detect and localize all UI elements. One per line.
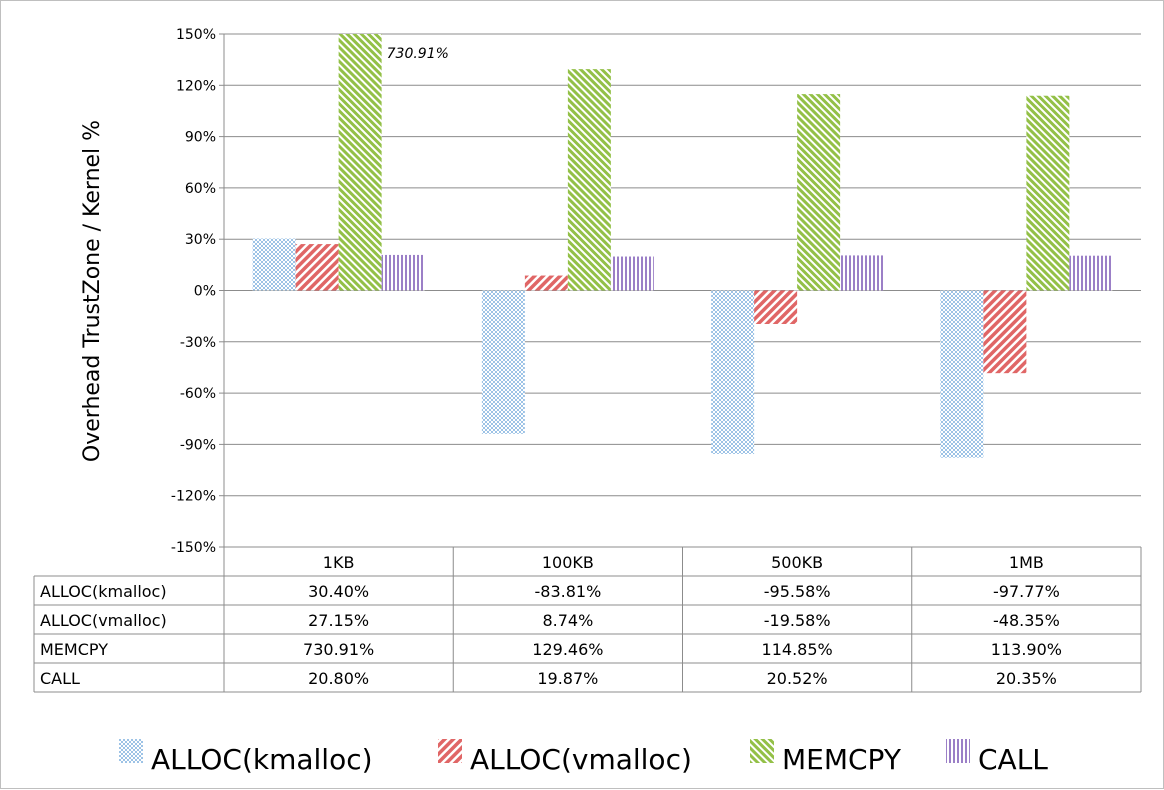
bar-call-500kb xyxy=(840,255,884,291)
y-tick-label: -30% xyxy=(180,335,216,351)
y-tick-label: 60% xyxy=(185,181,216,197)
y-tick-label: 0% xyxy=(194,284,216,300)
x-category-label: 1KB xyxy=(323,553,355,572)
legend: ALLOC(kmalloc) ALLOC(vmalloc) MEMCPY CALL xyxy=(119,739,1048,776)
bar-alloc-vmalloc--1kb xyxy=(295,244,339,291)
y-tick-label: -120% xyxy=(171,489,216,505)
legend-entry: ALLOC(kmalloc) xyxy=(151,743,373,776)
x-category-label: 1MB xyxy=(1009,553,1044,572)
table-row-label: CALL xyxy=(40,669,80,688)
x-category-label: 500KB xyxy=(771,553,823,572)
bar-memcpy-500kb xyxy=(797,94,841,291)
bars: 730.91% xyxy=(252,34,1113,458)
table-cell: 20.52% xyxy=(767,669,828,688)
x-category-label: 100KB xyxy=(542,553,594,572)
table-cell: 114.85% xyxy=(762,640,833,659)
bar-alloc-vmalloc--100kb xyxy=(524,275,568,291)
legend-entry: ALLOC(vmalloc) xyxy=(470,743,692,776)
table-cell: -95.58% xyxy=(764,582,831,601)
bar-alloc-vmalloc--500kb xyxy=(754,290,798,324)
bar-annotation: 730.91% xyxy=(387,46,449,62)
bar-memcpy-1mb xyxy=(1026,95,1070,291)
y-tick-label: 120% xyxy=(176,78,216,94)
table-cell: 8.74% xyxy=(542,611,593,630)
y-tick-label: -150% xyxy=(171,540,216,556)
table-cell: -19.58% xyxy=(764,611,831,630)
bar-alloc-vmalloc--1mb xyxy=(983,290,1027,374)
table-cell: 27.15% xyxy=(308,611,369,630)
legend-swatch xyxy=(946,739,970,763)
bar-alloc-kmalloc--500kb xyxy=(711,290,755,454)
table-cell: -48.35% xyxy=(993,611,1060,630)
bar-memcpy-1kb xyxy=(338,34,382,291)
y-axis-label: Overhead TrustZone / Kernel % xyxy=(80,120,105,462)
table-cell: 129.46% xyxy=(532,640,603,659)
table-cell: -97.77% xyxy=(993,582,1060,601)
bar-call-100kb xyxy=(610,256,654,291)
table-cell: -83.81% xyxy=(534,582,601,601)
legend-swatch xyxy=(750,739,774,763)
bar-alloc-kmalloc--1mb xyxy=(940,290,984,458)
legend-swatch xyxy=(119,739,143,763)
bar-call-1kb xyxy=(381,254,425,291)
y-tick-label: 150% xyxy=(176,27,216,43)
y-tick-label: 90% xyxy=(185,130,216,146)
y-tick-label: 30% xyxy=(185,232,216,248)
table-row-label: MEMCPY xyxy=(40,640,108,659)
bar-call-1mb xyxy=(1069,255,1113,291)
table-cell: 113.90% xyxy=(991,640,1062,659)
bar-memcpy-100kb xyxy=(567,69,611,291)
table-cell: 30.40% xyxy=(308,582,369,601)
table-cell: 20.35% xyxy=(996,669,1057,688)
table-cell: 730.91% xyxy=(303,640,374,659)
bar-alloc-kmalloc--100kb xyxy=(481,290,525,434)
legend-entry: MEMCPY xyxy=(782,743,902,776)
table-row-label: ALLOC(kmalloc) xyxy=(40,582,167,601)
y-axis: 150% 120% 90% 60% 30% 0% -30% -60% -90% -120% -150… xyxy=(171,27,1141,556)
legend-swatch xyxy=(438,739,462,763)
table-row-label: ALLOC(vmalloc) xyxy=(40,611,167,630)
bar-alloc-kmalloc--1kb xyxy=(252,238,296,291)
legend-entry: CALL xyxy=(978,743,1048,776)
y-tick-label: -90% xyxy=(180,437,216,453)
table-cell: 20.80% xyxy=(308,669,369,688)
table-cell: 19.87% xyxy=(537,669,598,688)
y-tick-label: -60% xyxy=(180,386,216,402)
data-table: 1KB 100KB 500KB 1MB ALLOC(kmalloc) 30.40% -83.… xyxy=(33,546,1142,693)
